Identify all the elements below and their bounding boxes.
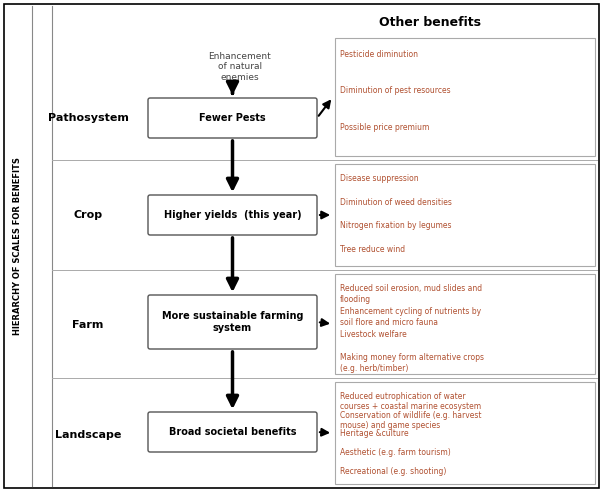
Text: Crop: Crop xyxy=(74,210,103,220)
Text: Making money form alternative crops
(e.g. herb/timber): Making money form alternative crops (e.g… xyxy=(340,353,484,373)
Text: More sustainable farming
system: More sustainable farming system xyxy=(162,311,303,333)
FancyBboxPatch shape xyxy=(148,412,317,452)
Text: Pathosystem: Pathosystem xyxy=(48,113,128,123)
Text: Diminution of weed densities: Diminution of weed densities xyxy=(340,198,452,207)
Text: Diminution of pest resources: Diminution of pest resources xyxy=(340,86,450,95)
Text: HIERARCHY OF SCALES FOR BENEFITS: HIERARCHY OF SCALES FOR BENEFITS xyxy=(13,157,22,335)
Text: Reduced eutrophication of water
courses + coastal marine ecosystem: Reduced eutrophication of water courses … xyxy=(340,392,481,411)
Text: Aesthetic (e.g. farm tourism): Aesthetic (e.g. farm tourism) xyxy=(340,448,451,457)
Text: Possible price premium: Possible price premium xyxy=(340,123,429,132)
Text: Reduced soil erosion, mud slides and
flooding: Reduced soil erosion, mud slides and flo… xyxy=(340,284,482,304)
Text: Landscape: Landscape xyxy=(55,430,121,440)
FancyBboxPatch shape xyxy=(148,295,317,349)
Text: Enhancement cycling of nutrients by
soil flore and micro fauna: Enhancement cycling of nutrients by soil… xyxy=(340,308,481,327)
Text: Disease suppression: Disease suppression xyxy=(340,174,418,184)
Text: Nitrogen fixation by legumes: Nitrogen fixation by legumes xyxy=(340,221,452,230)
Text: Higher yields  (this year): Higher yields (this year) xyxy=(163,210,302,220)
Bar xyxy=(335,164,595,266)
Bar xyxy=(335,274,595,374)
Text: Other benefits: Other benefits xyxy=(379,16,481,29)
Text: Enhancement
of natural
enemies: Enhancement of natural enemies xyxy=(209,52,271,82)
Bar xyxy=(335,382,595,484)
Text: Livestock welfare: Livestock welfare xyxy=(340,330,407,339)
FancyBboxPatch shape xyxy=(148,98,317,138)
Text: Heritage &culture: Heritage &culture xyxy=(340,430,409,438)
Text: Pesticide diminution: Pesticide diminution xyxy=(340,50,418,59)
Text: Broad societal benefits: Broad societal benefits xyxy=(169,427,296,437)
Bar xyxy=(335,38,595,156)
Text: Fewer Pests: Fewer Pests xyxy=(199,113,266,123)
Text: Recreational (e.g. shooting): Recreational (e.g. shooting) xyxy=(340,467,446,476)
FancyBboxPatch shape xyxy=(148,195,317,235)
Text: Farm: Farm xyxy=(72,320,104,330)
Text: Conservation of wildlife (e.g. harvest
mouse) and game species: Conservation of wildlife (e.g. harvest m… xyxy=(340,411,482,430)
Text: Tree reduce wind: Tree reduce wind xyxy=(340,245,405,254)
